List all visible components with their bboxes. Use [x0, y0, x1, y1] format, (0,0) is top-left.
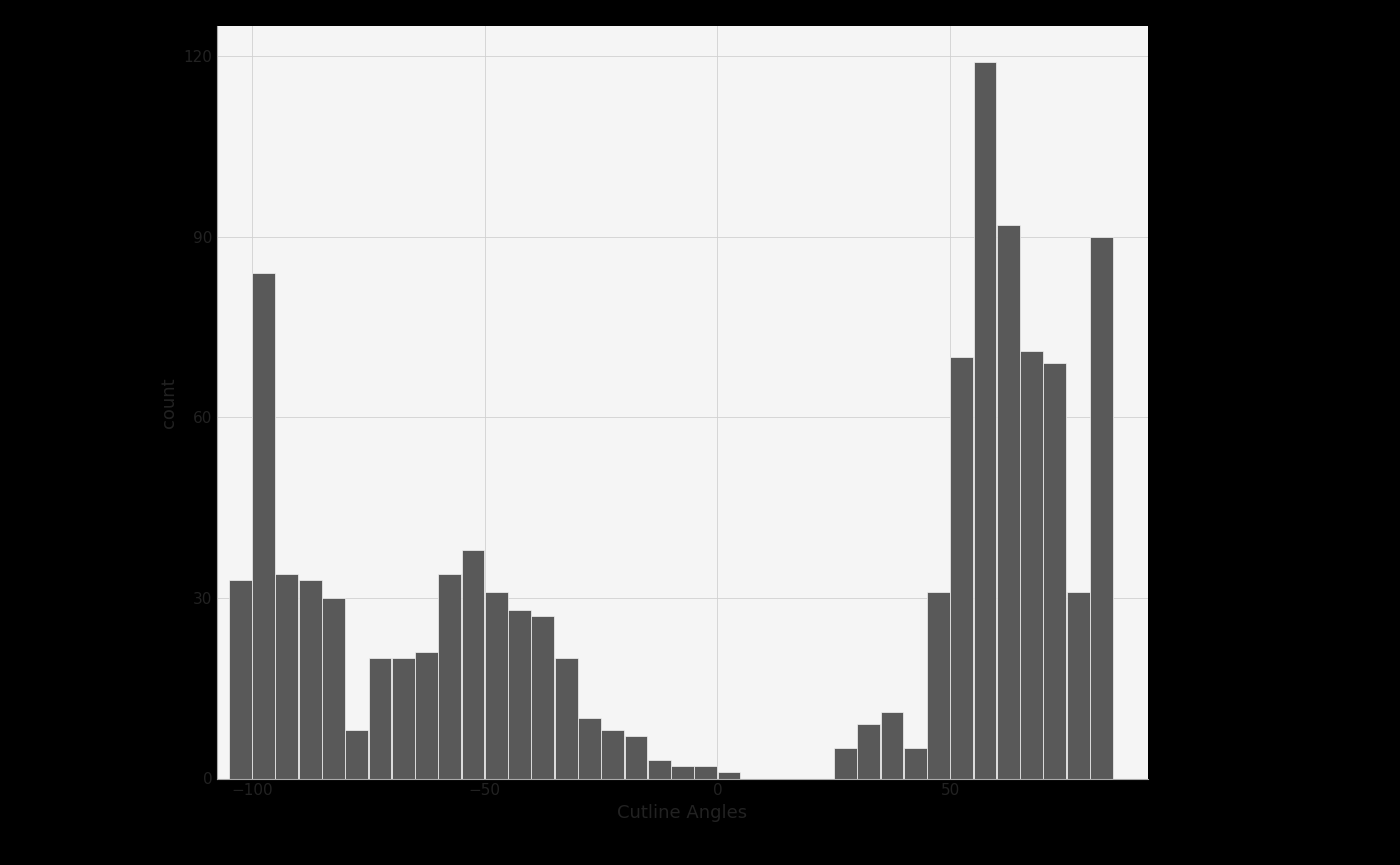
Bar: [997, 225, 1019, 778]
Bar: [462, 550, 484, 778]
Bar: [881, 712, 903, 778]
Bar: [438, 573, 461, 778]
Bar: [368, 658, 392, 778]
Bar: [904, 748, 927, 778]
Bar: [857, 724, 881, 778]
Bar: [346, 730, 368, 778]
Bar: [1091, 237, 1113, 778]
Bar: [834, 748, 857, 778]
Bar: [578, 718, 601, 778]
Bar: [1043, 363, 1067, 778]
Bar: [648, 760, 671, 778]
Y-axis label: count: count: [160, 377, 178, 427]
Bar: [718, 772, 741, 778]
Bar: [1021, 351, 1043, 778]
Bar: [414, 652, 438, 778]
Bar: [973, 62, 997, 778]
Bar: [624, 736, 647, 778]
Bar: [252, 272, 274, 778]
Bar: [276, 573, 298, 778]
X-axis label: Cutline Angles: Cutline Angles: [617, 804, 748, 822]
Bar: [671, 766, 694, 778]
Bar: [392, 658, 414, 778]
Bar: [484, 592, 508, 778]
Bar: [951, 357, 973, 778]
Bar: [298, 580, 322, 778]
Bar: [532, 616, 554, 778]
Bar: [694, 766, 717, 778]
Bar: [322, 598, 344, 778]
Bar: [554, 658, 578, 778]
Bar: [1067, 592, 1089, 778]
Bar: [927, 592, 951, 778]
Bar: [508, 610, 531, 778]
Bar: [601, 730, 624, 778]
Bar: [228, 580, 252, 778]
